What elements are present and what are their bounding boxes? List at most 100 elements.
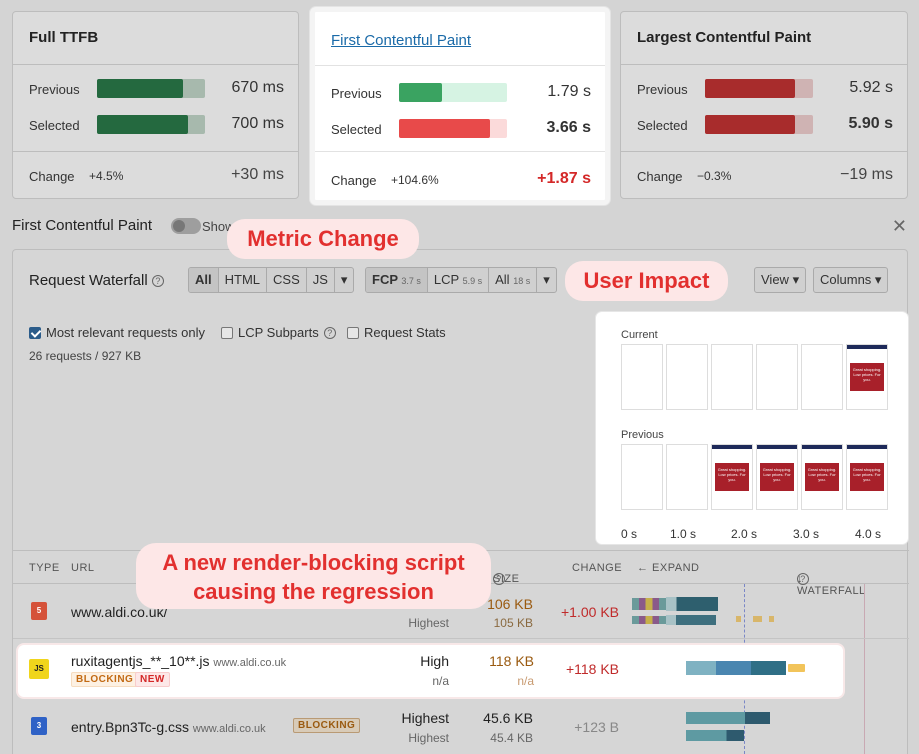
change-row: Change +4.5% +30 ms: [29, 165, 284, 187]
help-icon[interactable]: ?: [797, 573, 809, 585]
header-type: TYPE: [29, 562, 60, 574]
tick-3: 3.0 s: [793, 527, 820, 541]
filmstrip-frame-loaded[interactable]: Great shopping. Low prices. For you.: [711, 444, 753, 510]
filmstrip-frame-blank[interactable]: [666, 344, 708, 410]
help-icon[interactable]: ?: [151, 275, 164, 288]
filmstrip-frame-loaded[interactable]: Great shopping. Low prices. For you.: [846, 444, 888, 510]
frame-text: Great shopping. Low prices. For you.: [717, 467, 747, 482]
filmstrip-frame-blank[interactable]: [621, 344, 663, 410]
filter-fcp[interactable]: FCP 3.7 s: [366, 268, 428, 292]
request-url[interactable]: ruxitagentjs_**_10**.js www.aldi.co.uk: [71, 653, 286, 669]
request-stats-checkbox[interactable]: Request Stats: [347, 325, 446, 340]
size-value: 118 KB: [489, 653, 534, 669]
change-percent: +104.6%: [391, 173, 439, 187]
filter-fcp-label: FCP: [372, 272, 398, 287]
frame-text: Great shopping. Low prices. For you.: [762, 467, 792, 482]
js-file-icon: JS: [29, 659, 49, 679]
filmstrip-frame-loaded[interactable]: Great shopping. Low prices. For you.: [801, 444, 843, 510]
card-title: Full TTFB: [29, 29, 99, 46]
size-change: +1.00 KB: [561, 604, 619, 620]
relevant-label: Most relevant requests only: [46, 325, 205, 340]
change-percent: +4.5%: [89, 169, 124, 183]
waterfall-title: Request Waterfall ?: [29, 272, 164, 289]
request-url[interactable]: entry.Bpn3Tc-g.css www.aldi.co.uk: [71, 719, 266, 735]
table-row[interactable]: 5 www.aldi.co.uk/ Highest 106 KB 105 KB …: [13, 585, 909, 639]
lcp-subparts-checkbox[interactable]: LCP Subparts ?: [221, 325, 336, 340]
waterfall-bar: [686, 712, 770, 724]
filmstrip-frame-loaded[interactable]: Great shopping. Low prices. For you.: [846, 344, 888, 410]
filter-lcp-time: 5.9 s: [462, 276, 483, 286]
selected-label: Selected: [29, 118, 80, 133]
chevron-down-icon[interactable]: ▾: [543, 272, 550, 287]
lcp-marker-line: [864, 584, 865, 754]
relevant-checkbox[interactable]: Most relevant requests only: [29, 325, 205, 340]
show-toggle[interactable]: [171, 218, 201, 234]
change-percent: −0.3%: [697, 169, 732, 183]
selected-value: 700 ms: [231, 115, 284, 132]
size-previous: 45.4 KB: [490, 731, 533, 745]
waterfall-bar: [686, 730, 744, 741]
columns-dropdown[interactable]: Columns ▾: [813, 267, 889, 293]
change-label: Change: [29, 169, 75, 184]
header-url: URL: [71, 562, 95, 574]
filter-html[interactable]: HTML: [219, 268, 268, 292]
size-previous: n/a: [517, 674, 534, 688]
change-value: +1.87 s: [537, 170, 591, 187]
new-badge: NEW: [135, 672, 170, 687]
previous-row: Previous 5.92 s: [637, 78, 893, 100]
waterfall-title-text: Request Waterfall: [29, 272, 148, 289]
priority-previous: Highest: [408, 731, 449, 745]
checkbox[interactable]: [221, 326, 233, 339]
priority-value: Highest: [401, 710, 449, 726]
filmstrip-frame-blank[interactable]: [666, 444, 708, 510]
filter-lcp-label: LCP: [433, 272, 459, 287]
filter-all[interactable]: All: [189, 268, 219, 292]
waterfall-bar: [769, 616, 774, 622]
columns-label: Columns: [820, 272, 872, 287]
request-url[interactable]: www.aldi.co.uk/: [71, 604, 168, 620]
expand-button[interactable]: ← EXPAND: [637, 562, 700, 574]
card-title: Largest Contentful Paint: [637, 29, 812, 46]
view-label: View: [761, 272, 789, 287]
help-icon[interactable]: ?: [493, 573, 505, 585]
size-value: 106 KB: [487, 596, 533, 612]
close-icon[interactable]: ✕: [891, 216, 907, 236]
filmstrip-frame-blank[interactable]: [711, 344, 753, 410]
checkbox-checked[interactable]: [29, 326, 41, 339]
change-row: Change −0.3% −19 ms: [637, 165, 893, 187]
filter-js[interactable]: JS: [307, 268, 335, 292]
fcp-card-title[interactable]: First Contentful Paint: [331, 32, 472, 49]
size-value: 45.6 KB: [483, 710, 533, 726]
filmstrip-frame-blank[interactable]: [621, 444, 663, 510]
waterfall-bar: [788, 664, 805, 672]
priority-previous: Highest: [408, 616, 449, 630]
request-summary: 26 requests / 927 KB: [29, 349, 142, 363]
filter-all-time[interactable]: All 18 s: [489, 268, 538, 292]
filmstrip-frame-blank[interactable]: [756, 344, 798, 410]
table-row[interactable]: 3 entry.Bpn3Tc-g.css www.aldi.co.uk BLOC…: [13, 700, 909, 754]
filmstrip-frame-loaded[interactable]: Great shopping. Low prices. For you.: [756, 444, 798, 510]
waterfall-bar: [666, 597, 718, 611]
filter-all-label: All: [495, 272, 510, 287]
request-url-text: entry.Bpn3Tc-g.css: [71, 719, 190, 735]
type-filter: All HTML CSS JS ▾: [188, 267, 355, 293]
change-label: Change: [637, 169, 683, 184]
previous-label: Previous: [29, 82, 80, 97]
selected-row: Selected 700 ms: [29, 114, 284, 136]
selected-value: 3.66 s: [546, 119, 591, 136]
filmstrip-frame-blank[interactable]: [801, 344, 843, 410]
filter-css[interactable]: CSS: [267, 268, 307, 292]
previous-label: Previous: [621, 429, 664, 441]
filter-lcp[interactable]: LCP 5.9 s: [428, 268, 490, 292]
blocking-badge: BLOCKING: [71, 672, 139, 687]
header-change: CHANGE: [572, 562, 623, 574]
view-dropdown[interactable]: View ▾: [754, 267, 807, 293]
regression-line-2: causing the regression: [193, 579, 434, 604]
previous-label: Previous: [331, 86, 382, 101]
waterfall-bar: [753, 616, 762, 622]
help-icon[interactable]: ?: [323, 326, 336, 339]
previous-bar: [399, 83, 507, 102]
chevron-down-icon[interactable]: ▾: [340, 272, 348, 287]
checkbox[interactable]: [347, 326, 359, 339]
table-row-highlighted[interactable]: JS ruxitagentjs_**_10**.js www.aldi.co.u…: [18, 645, 843, 697]
